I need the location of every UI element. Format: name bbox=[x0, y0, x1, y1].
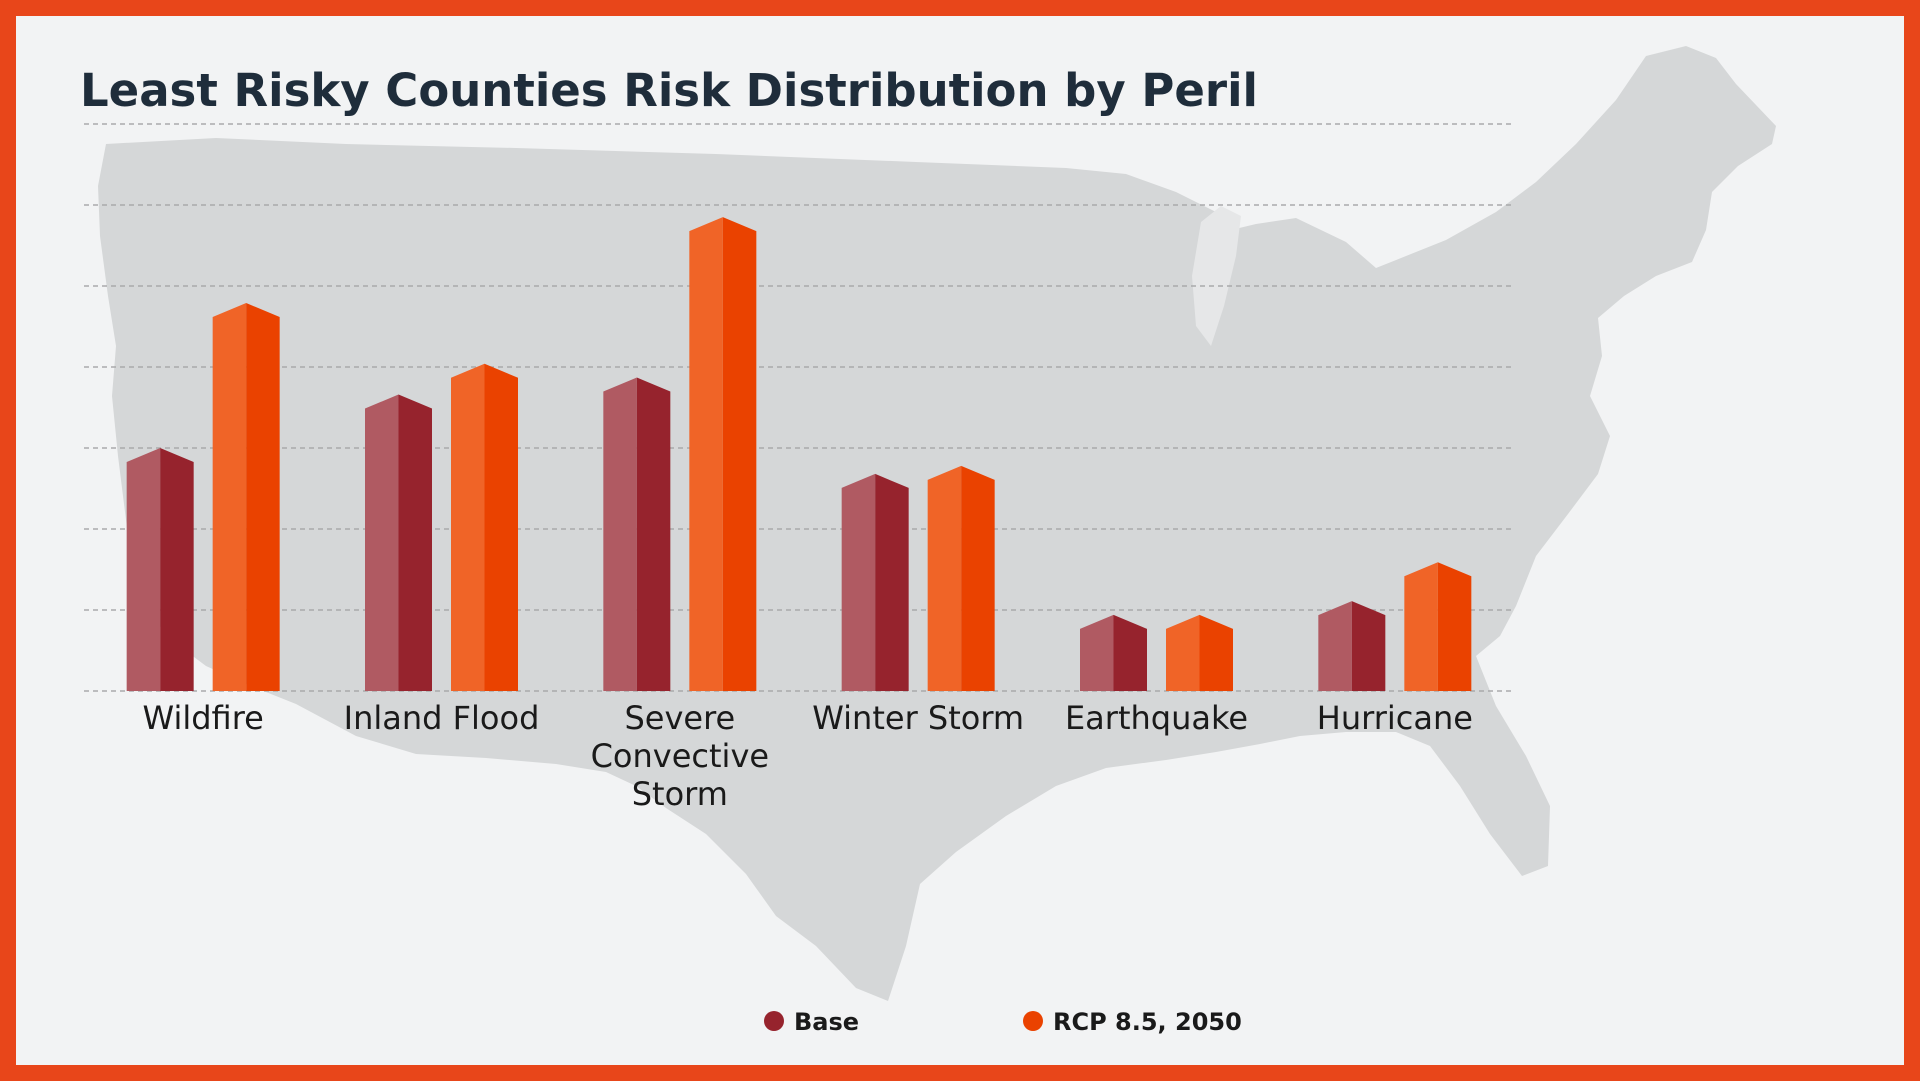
gridlines bbox=[84, 123, 1514, 692]
chart-canvas: Wildfire Inland Flood Severe Convective Stor… bbox=[80, 46, 1776, 1036]
bar-face-light bbox=[1318, 601, 1352, 691]
bar-face-dark bbox=[961, 465, 995, 691]
category-labels: Wildfire Inland Flood Severe Convective Stor… bbox=[143, 699, 1473, 813]
bar-face-dark bbox=[636, 377, 671, 691]
bar-face-dark bbox=[160, 448, 194, 691]
bar-face-dark bbox=[1199, 614, 1233, 691]
bar-face-light bbox=[927, 465, 962, 691]
category-label: Wildfire bbox=[143, 699, 264, 737]
chart-title: Least Risky Counties Risk Distribution b… bbox=[80, 64, 1258, 117]
legend-swatch-rcp bbox=[1023, 1011, 1043, 1031]
category-label: Inland Flood bbox=[344, 699, 540, 737]
bar-face-light bbox=[1080, 614, 1114, 691]
bar-face-light bbox=[126, 448, 161, 691]
bar-rcp bbox=[451, 363, 518, 691]
bar-base bbox=[1080, 614, 1147, 691]
bar-rcp bbox=[927, 465, 995, 691]
bar-face-light bbox=[1166, 614, 1200, 691]
bar-rcp bbox=[1404, 562, 1472, 691]
bar-face-dark bbox=[875, 473, 909, 691]
bar-face-dark bbox=[722, 217, 757, 691]
bar-face-light bbox=[212, 303, 247, 691]
bars bbox=[126, 217, 1472, 691]
bar-base bbox=[603, 377, 671, 691]
bar-face-light bbox=[603, 377, 637, 691]
bar-face-dark bbox=[398, 394, 432, 691]
bar-base bbox=[1318, 601, 1386, 691]
category-label: Winter Storm bbox=[812, 699, 1024, 737]
legend: Base RCP 8.5, 2050 bbox=[764, 1008, 1242, 1036]
bar-rcp bbox=[689, 217, 757, 691]
bar-rcp bbox=[1166, 614, 1233, 691]
bar-face-light bbox=[841, 473, 876, 691]
category-label: Hurricane bbox=[1317, 699, 1473, 737]
legend-label-rcp: RCP 8.5, 2050 bbox=[1053, 1008, 1242, 1036]
bar-face-light bbox=[365, 394, 399, 691]
bar-face-light bbox=[689, 217, 723, 691]
bar-face-dark bbox=[1351, 601, 1386, 691]
category-label: Earthquake bbox=[1065, 699, 1248, 737]
category-label: Severe Convective Storm bbox=[591, 699, 769, 813]
bar-face-light bbox=[451, 363, 485, 691]
bar-face-dark bbox=[484, 363, 518, 691]
bar-base bbox=[365, 394, 432, 691]
bar-base bbox=[841, 473, 909, 691]
bar-face-dark bbox=[246, 303, 280, 691]
bar-face-dark bbox=[1437, 562, 1472, 691]
bar-face-dark bbox=[1113, 614, 1147, 691]
bar-face-light bbox=[1404, 562, 1438, 691]
bar-rcp bbox=[212, 303, 280, 691]
legend-label-base: Base bbox=[794, 1008, 859, 1036]
bar-base bbox=[126, 448, 194, 691]
legend-swatch-base bbox=[764, 1011, 784, 1031]
